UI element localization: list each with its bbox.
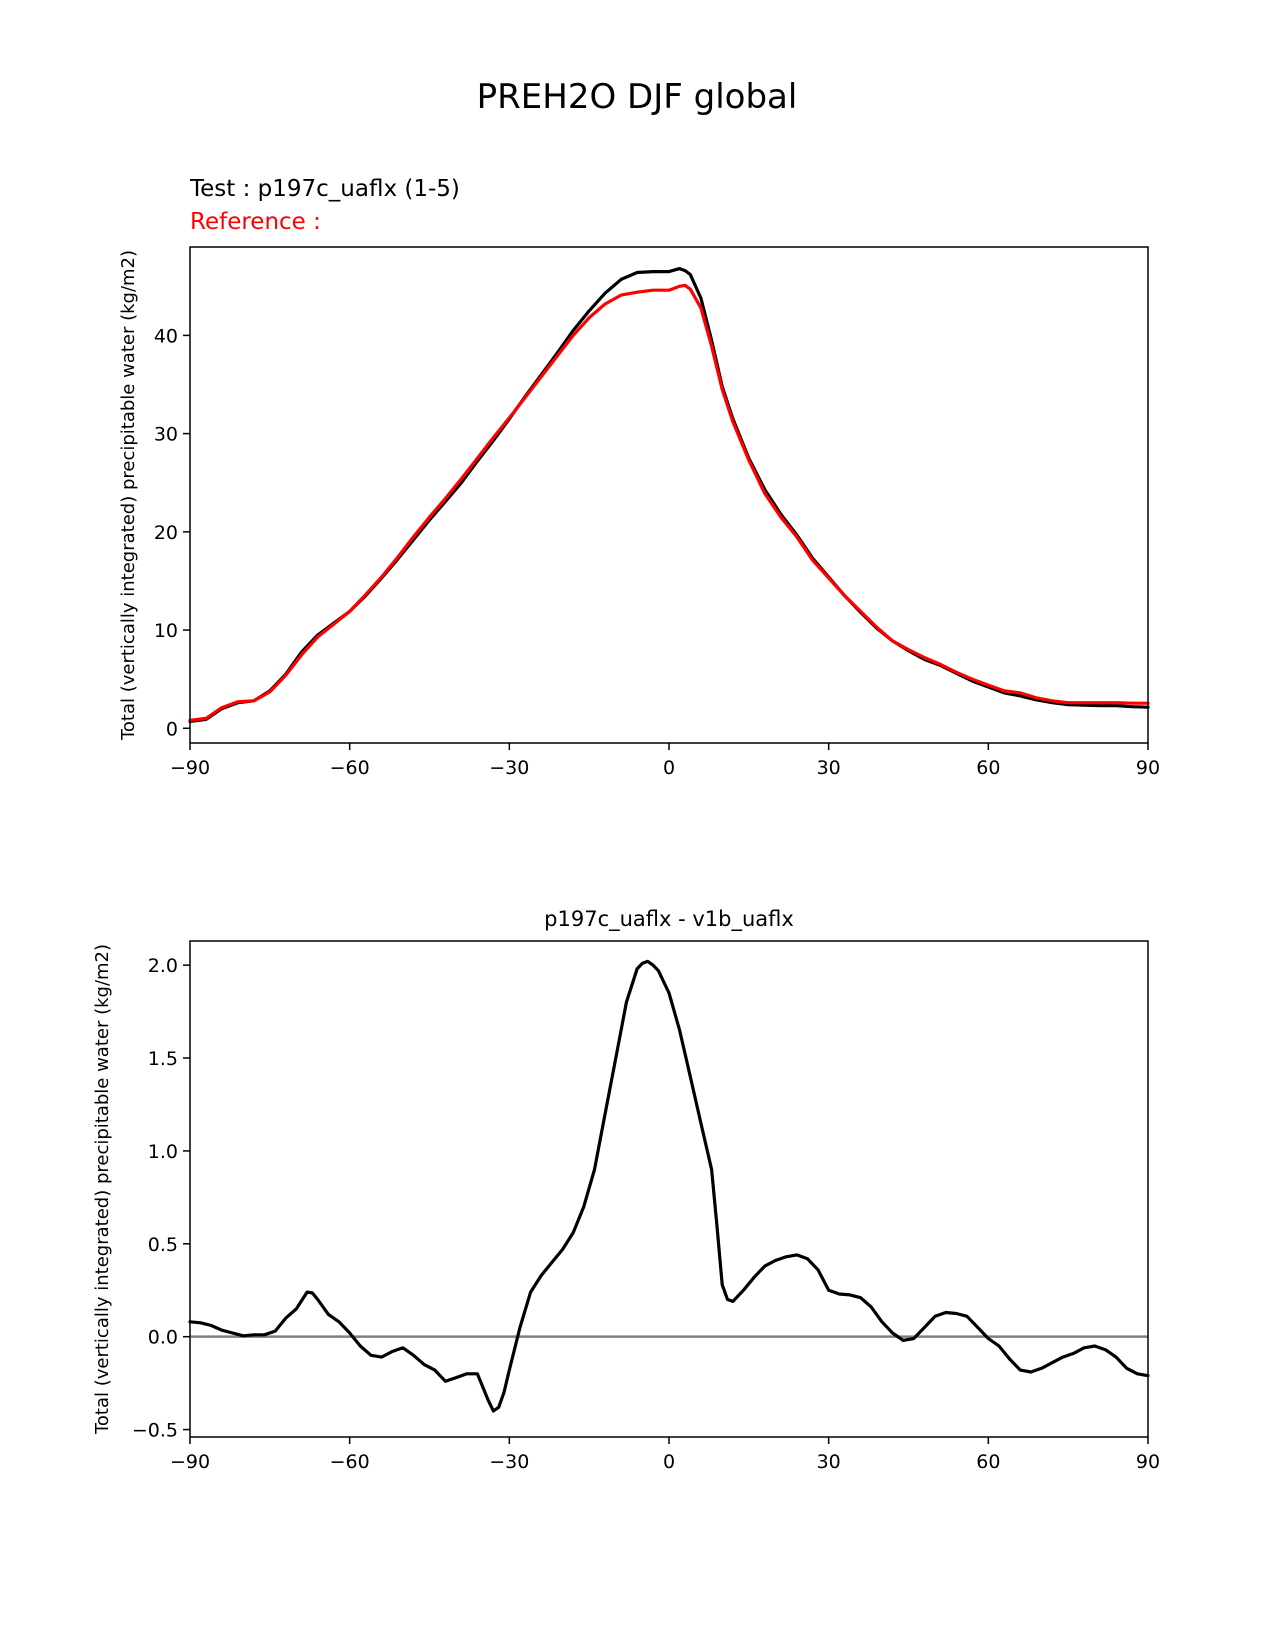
top-x-tick-label: 60: [976, 757, 1000, 779]
bottom-x-tick-label: 60: [976, 1451, 1000, 1473]
bottom-chart-title: p197c_uaflx - v1b_uaflx: [544, 907, 794, 932]
top-y-tick-label: 40: [154, 325, 178, 347]
bottom-x-tick-label: −30: [489, 1451, 529, 1473]
bottom-y-tick-label: 0.5: [148, 1234, 178, 1256]
figure-title: PREH2O DJF global: [477, 77, 798, 117]
reference-label: Reference :: [190, 209, 321, 235]
top-y-tick-label: 0: [166, 718, 178, 740]
bottom-y-tick-label: 1.5: [148, 1048, 178, 1070]
top-y-axis-label: Total (vertically integrated) precipitab…: [118, 250, 139, 741]
top-x-tick-label: 30: [817, 757, 841, 779]
bottom-x-tick-label: −60: [330, 1451, 370, 1473]
bottom-y-tick-label: −0.5: [132, 1420, 178, 1442]
top-axis-ticks: −90 −60 −30 0 30 60 90 0 10 20 30 40: [154, 325, 1160, 779]
bottom-series: [188, 959, 1150, 1413]
bottom-x-tick-label: 0: [663, 1451, 675, 1473]
test-label: Test : p197c_uaflx (1-5): [189, 176, 460, 202]
bottom-y-tick-label: 1.0: [148, 1141, 178, 1163]
top-x-tick-label: 90: [1136, 757, 1160, 779]
bottom-x-tick-label: 30: [817, 1451, 841, 1473]
bottom-y-axis-label: Total (vertically integrated) precipitab…: [92, 944, 113, 1435]
bottom-y-tick-label: 0.0: [148, 1327, 178, 1349]
top-x-tick-label: −60: [330, 757, 370, 779]
line-chart-bottom: p197c_uaflx - v1b_uaflx −90 −60 −30 0 30 60 90…: [92, 907, 1160, 1473]
bottom-axes-frame: [189, 940, 1149, 1438]
bottom-x-tick-label: −90: [170, 1451, 210, 1473]
top-y-tick-label: 10: [154, 620, 178, 642]
bottom-series-line-0: [188, 959, 1150, 1413]
top-y-tick-label: 20: [154, 522, 178, 544]
top-x-tick-label: −90: [170, 757, 210, 779]
top-x-tick-label: −30: [489, 757, 529, 779]
bottom-axis-ticks: −90 −60 −30 0 30 60 90 −0.5 0.0 0.5 1.0 1.5 2.0: [132, 955, 1160, 1473]
top-series: [188, 267, 1150, 724]
top-series-line-1: [188, 283, 1150, 723]
bottom-y-tick-label: 2.0: [148, 955, 178, 977]
top-y-tick-label: 30: [154, 424, 178, 446]
top-x-tick-label: 0: [663, 757, 675, 779]
line-chart-top: Test : p197c_uaflx (1-5) Reference : −90…: [118, 176, 1160, 779]
bottom-x-tick-label: 90: [1136, 1451, 1160, 1473]
top-axes-frame: [189, 246, 1149, 744]
